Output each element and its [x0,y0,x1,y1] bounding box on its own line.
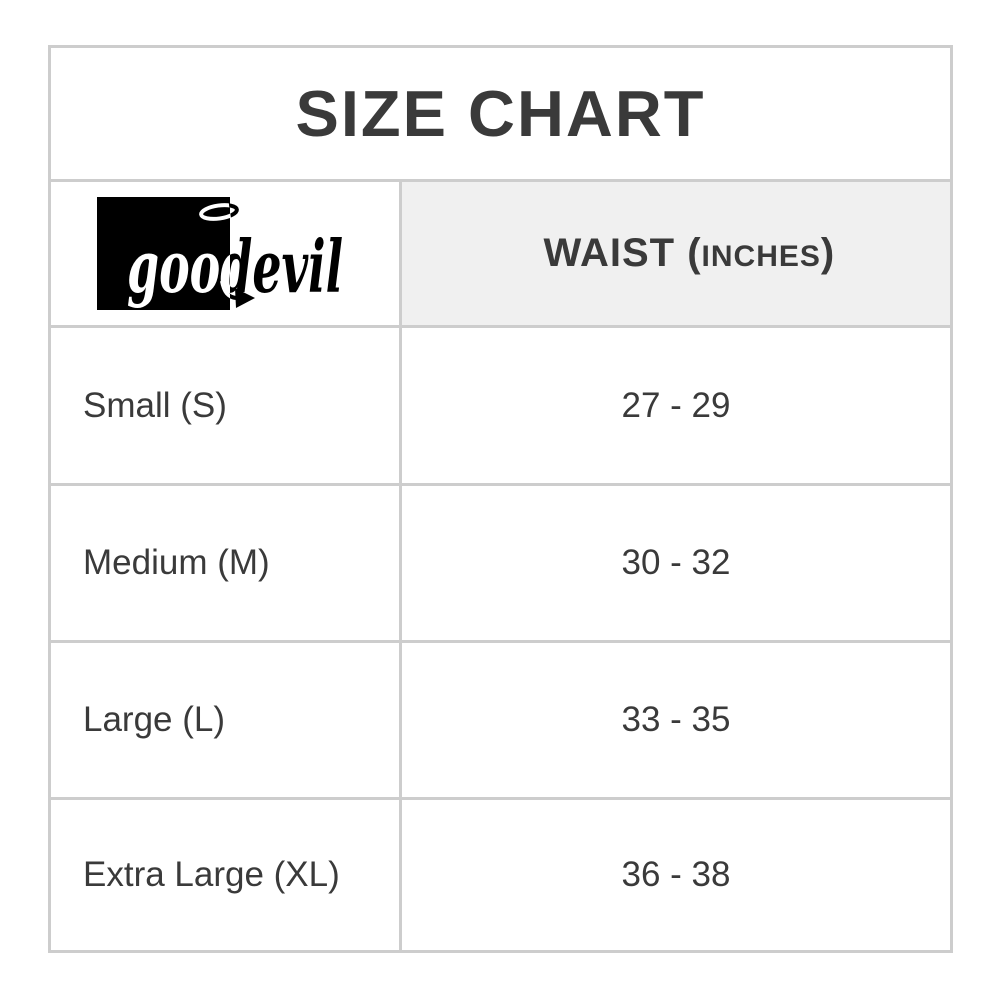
page-title: SIZE CHART [51,48,950,179]
waist-range-large: 33 - 35 [402,643,950,797]
goodevil-logo: goodevil goodevil [97,196,343,310]
size-label-medium: Medium (M) [51,486,399,640]
waist-column-header: WAIST (INCHES) [402,182,950,325]
size-label-large: Large (L) [51,643,399,797]
waist-range-medium: 30 - 32 [402,486,950,640]
size-label-extra-large: Extra Large (XL) [51,800,399,950]
waist-header-suffix: ) [820,231,836,275]
size-chart-table: SIZE CHART goodevil goodevil [48,45,953,953]
halo-icon [199,202,239,221]
logo-black-box [97,196,230,310]
brand-wordmark: goodevil [127,224,343,309]
waist-header-unit: INCHES [701,240,821,273]
brand-wordmark-outer: goodevil [127,224,343,309]
brand-logo-cell: goodevil goodevil [51,182,399,325]
size-label-small: Small (S) [51,328,399,483]
waist-range-small: 27 - 29 [402,328,950,483]
waist-range-extra-large: 36 - 38 [402,800,950,950]
waist-header-label: WAIST ( [543,231,702,275]
devil-tail-arrow-icon [220,280,255,308]
